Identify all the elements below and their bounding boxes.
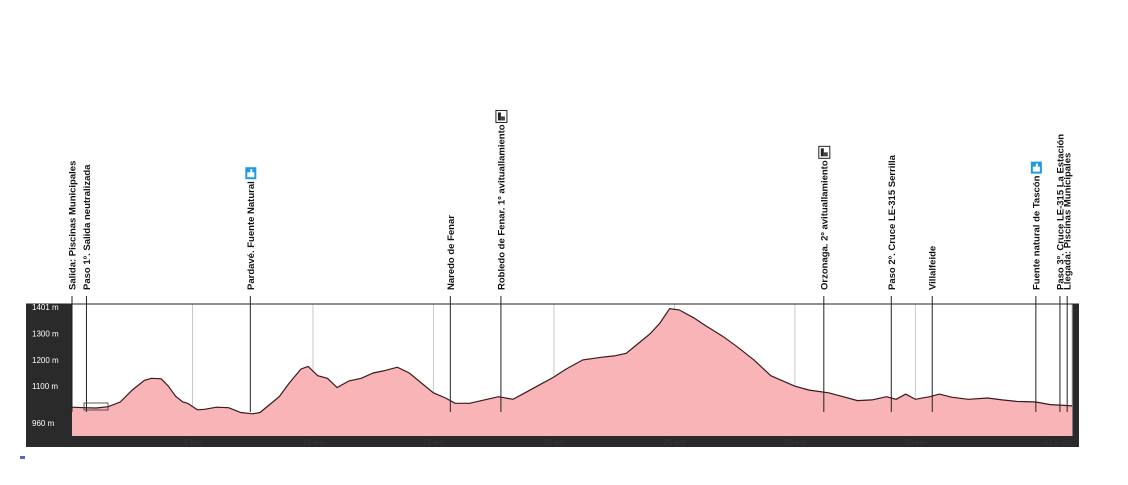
- x-axis-band: [72, 436, 1072, 447]
- x-tick-label: 20 km: [543, 438, 565, 447]
- food-icon: [818, 145, 831, 159]
- waypoint-label: Salida: Piscinas Municipales: [68, 161, 79, 290]
- legend-marker: [20, 456, 25, 459]
- x-tick-label: 10 km: [302, 438, 324, 447]
- y-tick-label: 1401 m: [32, 303, 59, 312]
- waypoint-5: Orzonaga. 2º avituallamiento: [818, 145, 831, 412]
- waypoint-label: Paso 2º. Cruce LE-315 Serrilla: [887, 154, 898, 290]
- waypoint-0: Salida: Piscinas Municipales: [68, 161, 79, 412]
- waypoint-label: Llegada: Piscinas Municipales: [1063, 153, 1074, 290]
- waypoint-label: Villalfeide: [928, 246, 939, 290]
- x-tick-label: 5 km: [184, 438, 202, 447]
- x-tick-label: 30 km: [784, 438, 806, 447]
- waypoint-label: Naredo de Fenar: [446, 215, 457, 290]
- neutral-zone-marker: [83, 402, 109, 411]
- waypoint-1: Paso 1º. Salida neutralizada: [82, 164, 93, 412]
- x-tick-layer: 5 km 10 km 15 km 20 km 25 km 30 km 35 km 41.5 k…: [184, 438, 1073, 447]
- y-tick-layer: 1401 m 1300 m 1200 m 1100 m 960 m: [32, 303, 59, 428]
- waypoint-label: Orzonaga. 2º avituallamiento: [819, 160, 830, 290]
- waypoint-label: Paso 3º. Cruce LE-315 La Estación: [1055, 134, 1066, 290]
- water-icon: [1030, 161, 1042, 174]
- waypoint-2: Pardavé. Fuente Natural: [245, 167, 257, 412]
- waypoint-9: Paso 3º. Cruce LE-315 La Estación: [1055, 134, 1066, 412]
- elevation-area: [72, 308, 1072, 436]
- y-tick-label: 1300 m: [32, 330, 59, 339]
- waypoint-layer: Salida: Piscinas Municipales Paso 1º. Sal…: [68, 109, 1074, 412]
- y-tick-label: 960 m: [32, 419, 55, 428]
- water-icon: [245, 167, 257, 180]
- x-tick-label: 15 km: [423, 438, 445, 447]
- right-axis-band: [1072, 304, 1079, 447]
- y-axis-band: [26, 304, 72, 447]
- x-tick-label: 35 km: [904, 438, 926, 447]
- waypoint-6: Paso 2º. Cruce LE-315 Serrilla: [887, 154, 898, 412]
- y-tick-label: 1100 m: [32, 382, 58, 391]
- waypoint-8: Fuente natural de Tascón: [1030, 161, 1042, 412]
- x-tick-label: 41.5 km: [1044, 438, 1073, 447]
- x-tick-label: 25 km: [664, 438, 686, 447]
- y-tick-label: 1200 m: [32, 356, 59, 365]
- waypoint-3: Naredo de Fenar: [446, 215, 457, 412]
- waypoint-label: Paso 1º. Salida neutralizada: [82, 164, 93, 290]
- waypoint-7: Villalfeide: [928, 246, 939, 412]
- waypoint-4: Robledo de Fenar. 1º avituallamiento: [495, 109, 508, 412]
- waypoint-10: Llegada: Piscinas Municipales: [1063, 153, 1074, 412]
- waypoint-label: Robledo de Fenar. 1º avituallamiento: [496, 124, 507, 290]
- waypoint-label: Pardavé. Fuente Natural: [246, 181, 257, 290]
- food-icon: [495, 109, 508, 123]
- waypoint-label: Fuente natural de Tascón: [1031, 175, 1042, 290]
